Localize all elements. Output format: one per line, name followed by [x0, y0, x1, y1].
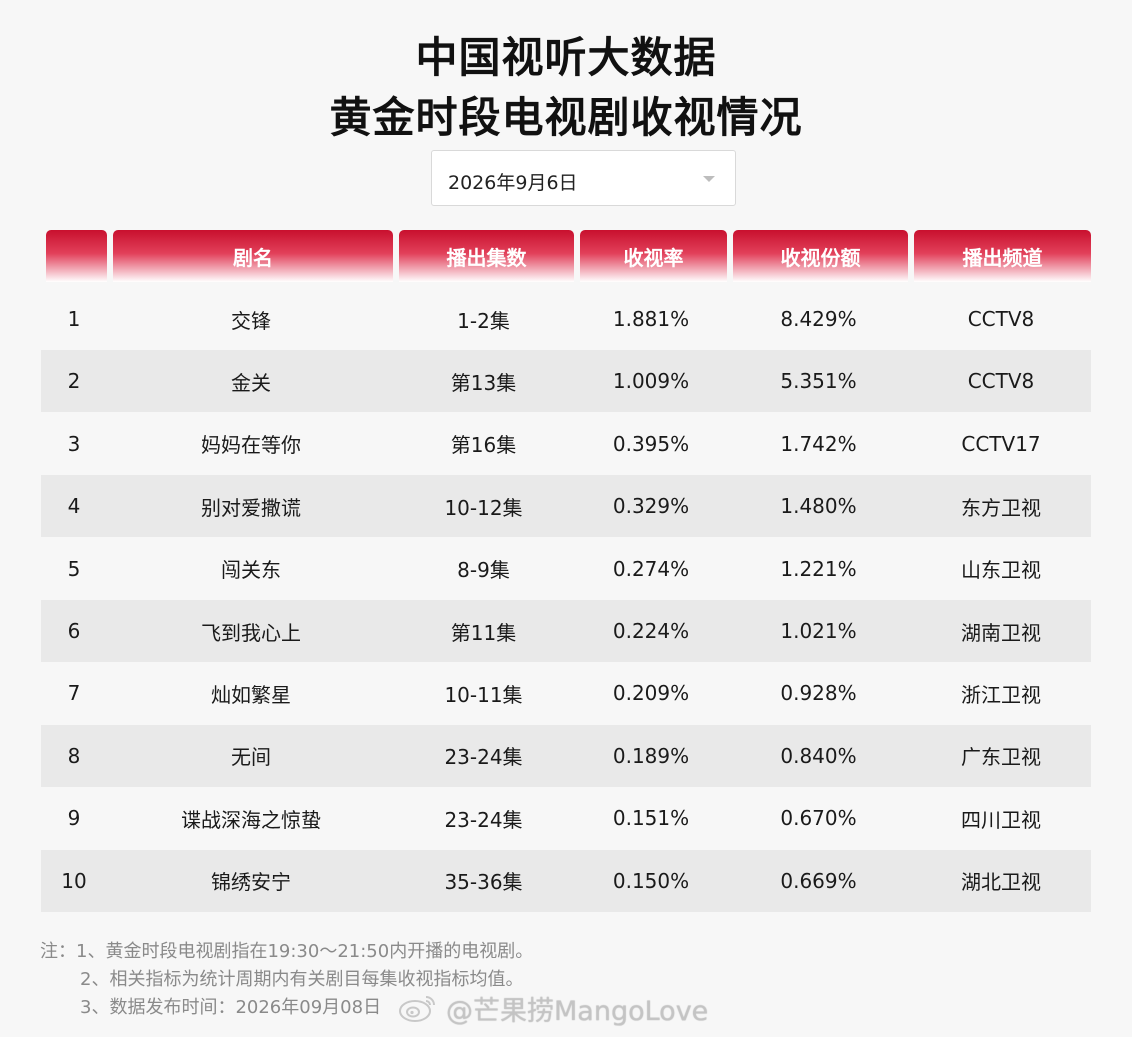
episodes-cell: 8-9集: [457, 558, 510, 583]
page-title-line2: 黄金时段电视剧收视情况: [329, 93, 803, 142]
drama-name-cell: 闯关东: [221, 558, 281, 583]
episodes-cell: 1-2集: [457, 308, 510, 333]
share-cell: 0.669%: [780, 868, 857, 893]
weibo-icon: [399, 996, 435, 1022]
table-row: 10 锦绣安宁 35-36集 0.150% 0.669% 湖北卫视: [41, 849, 1091, 912]
drama-name-cell: 交锋: [231, 308, 271, 333]
col-share-header: 收视份额: [733, 230, 908, 282]
rank-cell: 6: [67, 619, 81, 643]
channel-cell: 东方卫视: [961, 495, 1041, 520]
rank-cell: 8: [67, 743, 81, 768]
rating-cell: 0.209%: [612, 681, 690, 706]
rank-cell: 3: [67, 431, 81, 456]
channel-cell: 广东卫视: [961, 745, 1041, 770]
rank-cell: 4: [67, 494, 81, 519]
rank-cell: 7: [67, 681, 81, 706]
drama-name-cell: 飞到我心上: [201, 620, 301, 645]
rating-cell: 0.274%: [612, 556, 690, 581]
channel-cell: 湖南卫视: [961, 620, 1041, 645]
rating-cell: 0.189%: [612, 743, 690, 768]
footnote-2: 2、相关指标为统计周期内有关剧目每集收视指标均值。: [80, 969, 524, 990]
date-select-value: 2026年9月6日: [448, 172, 578, 194]
episodes-cell: 10-11集: [444, 682, 523, 707]
table-row: 5 闯关东 8-9集 0.274% 1.221% 山东卫视: [41, 537, 1091, 600]
rank-cell: 5: [67, 556, 81, 581]
footnote-3: 3、数据发布时间：2026年09月08日: [80, 997, 382, 1018]
watermark-text: @芒果捞MangoLove: [446, 995, 709, 1027]
rank-cell: 10: [61, 868, 87, 893]
drama-name-cell: 谍战深海之惊蛰: [181, 807, 321, 832]
footnotes: 注：1、黄金时段电视剧指在19:30～21:50内开播的电视剧。 2、相关指标为…: [40, 938, 533, 1022]
share-cell: 8.429%: [780, 307, 857, 331]
share-cell: 1.480%: [780, 494, 857, 519]
episodes-cell: 23-24集: [444, 745, 523, 770]
col-rank-header: [46, 230, 107, 282]
footnote-1: 注：1、黄金时段电视剧指在19:30～21:50内开播的电视剧。: [40, 941, 534, 962]
date-select[interactable]: 2026年9月6日: [431, 150, 736, 206]
table-row: 6 飞到我心上 第11集 0.224% 1.021% 湖南卫视: [41, 600, 1091, 662]
episodes-cell: 第13集: [450, 370, 517, 395]
chevron-down-icon: [703, 176, 715, 182]
table-row: 3 妈妈在等你 第16集 0.395% 1.742% CCTV17: [41, 412, 1091, 475]
share-cell: 1.221%: [780, 556, 857, 581]
table-row: 4 别对爱撒谎 10-12集 0.329% 1.480% 东方卫视: [41, 475, 1091, 538]
channel-cell: CCTV8: [967, 369, 1035, 394]
drama-name-cell: 金关: [231, 370, 271, 395]
table-row: 9 谍战深海之惊蛰 23-24集 0.151% 0.670% 四川卫视: [41, 787, 1091, 850]
rating-cell: 0.329%: [612, 494, 690, 519]
table-header: 剧名 播出集数 收视率 收视份额 播出频道: [41, 230, 1091, 282]
rank-cell: 9: [67, 806, 81, 831]
episodes-cell: 35-36集: [444, 870, 523, 895]
col-rating-header: 收视率: [580, 230, 727, 282]
table-row: 8 无间 23-24集 0.189% 0.840% 广东卫视: [41, 724, 1091, 787]
share-cell: 5.351%: [780, 369, 857, 394]
rating-cell: 1.009%: [612, 369, 690, 394]
drama-name-cell: 别对爱撒谎: [201, 495, 301, 520]
col-episodes-header: 播出集数: [399, 230, 574, 282]
rating-cell: 1.881%: [612, 307, 690, 331]
ratings-table: 剧名 播出集数 收视率 收视份额 播出频道 1 交锋 1-2集 1.881% 8.429% CCT…: [41, 230, 1091, 912]
channel-cell: CCTV17: [961, 431, 1041, 456]
channel-cell: 四川卫视: [961, 807, 1041, 832]
drama-name-cell: 锦绣安宁: [211, 870, 291, 895]
col-name-header: 剧名: [113, 230, 393, 282]
share-cell: 1.021%: [780, 619, 857, 643]
rating-cell: 0.395%: [612, 431, 690, 456]
page-title-line1: 中国视听大数据: [415, 33, 717, 82]
share-cell: 0.928%: [780, 681, 857, 706]
share-cell: 0.840%: [780, 743, 857, 768]
channel-cell: 湖北卫视: [961, 870, 1041, 895]
channel-cell: CCTV8: [967, 307, 1035, 331]
rank-cell: 2: [67, 369, 81, 394]
rating-cell: 0.150%: [612, 868, 690, 893]
episodes-cell: 第11集: [450, 620, 517, 645]
drama-name-cell: 灿如繁星: [211, 682, 291, 707]
channel-cell: 浙江卫视: [961, 682, 1041, 707]
col-channel-header: 播出频道: [914, 230, 1091, 282]
share-cell: 1.742%: [780, 431, 857, 456]
channel-cell: 山东卫视: [961, 558, 1041, 583]
rating-cell: 0.151%: [612, 806, 690, 831]
table-row: 2 金关 第13集 1.009% 5.351% CCTV8: [41, 350, 1091, 413]
episodes-cell: 10-12集: [444, 495, 523, 520]
watermark: @芒果捞MangoLove: [398, 990, 709, 1027]
episodes-cell: 23-24集: [444, 807, 523, 832]
episodes-cell: 第16集: [450, 433, 517, 458]
share-cell: 0.670%: [780, 806, 857, 831]
drama-name-cell: 无间: [231, 745, 271, 770]
rank-cell: 1: [67, 307, 81, 331]
table-row: 1 交锋 1-2集 1.881% 8.429% CCTV8: [41, 288, 1091, 350]
table-row: 7 灿如繁星 10-11集 0.209% 0.928% 浙江卫视: [41, 662, 1091, 725]
rating-cell: 0.224%: [612, 619, 690, 643]
drama-name-cell: 妈妈在等你: [201, 433, 301, 458]
